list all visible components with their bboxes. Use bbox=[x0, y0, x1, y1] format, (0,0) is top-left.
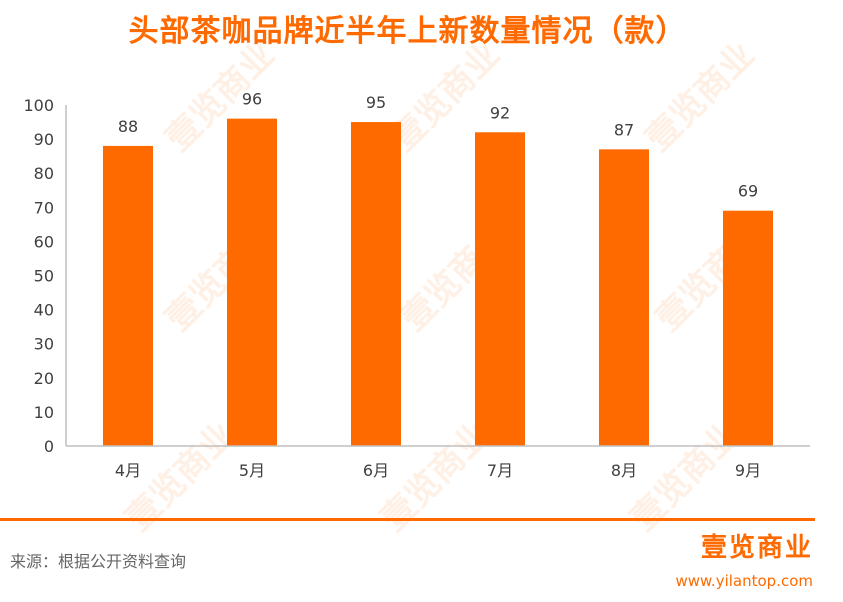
data-labels: 88 96 95 92 87 69 bbox=[118, 90, 758, 201]
y-tick-label: 0 bbox=[44, 437, 54, 456]
bar bbox=[351, 122, 401, 447]
bar bbox=[227, 118, 277, 446]
x-tick-label: 6月 bbox=[363, 461, 389, 480]
y-tick-label: 70 bbox=[34, 198, 54, 217]
bar bbox=[475, 132, 525, 446]
footer-divider bbox=[0, 518, 815, 521]
y-tick-label: 60 bbox=[34, 232, 54, 251]
x-tick-label: 8月 bbox=[611, 461, 637, 480]
data-label: 87 bbox=[614, 120, 634, 139]
data-label: 69 bbox=[738, 182, 758, 201]
source-note: 来源：根据公开资料查询 bbox=[10, 552, 187, 571]
bar bbox=[723, 210, 773, 446]
y-tick-label: 30 bbox=[34, 335, 54, 354]
x-tick-label: 4月 bbox=[115, 461, 141, 480]
y-tick-label: 20 bbox=[34, 369, 54, 388]
brand-logo: 壹览商业 www.yilantop.com bbox=[676, 533, 814, 591]
data-label: 96 bbox=[242, 90, 262, 109]
x-axis-ticks: 4月 5月 6月 7月 8月 9月 bbox=[115, 461, 761, 480]
brand-url: www.yilantop.com bbox=[675, 572, 814, 590]
bar bbox=[103, 145, 153, 447]
y-tick-label: 100 bbox=[23, 96, 54, 115]
bars bbox=[103, 118, 773, 447]
y-tick-label: 40 bbox=[34, 301, 54, 320]
chart-title: 头部茶咖品牌近半年上新数量情况（款） bbox=[128, 14, 687, 49]
x-tick-label: 7月 bbox=[487, 461, 513, 480]
y-tick-label: 90 bbox=[34, 130, 54, 149]
brand-name: 壹览商业 bbox=[700, 533, 813, 563]
y-tick-label: 50 bbox=[34, 267, 54, 286]
bar-chart: 0 10 20 30 40 50 60 70 80 90 100 88 96 95 92 87 69 4月 5月… bbox=[23, 90, 810, 480]
data-label: 88 bbox=[118, 117, 138, 136]
bar bbox=[599, 149, 649, 446]
y-axis-ticks: 0 10 20 30 40 50 60 70 80 90 100 bbox=[23, 96, 54, 456]
x-tick-label: 9月 bbox=[735, 461, 761, 480]
y-tick-label: 10 bbox=[34, 403, 54, 422]
data-label: 95 bbox=[366, 93, 386, 112]
x-tick-label: 5月 bbox=[239, 461, 265, 480]
data-label: 92 bbox=[490, 103, 510, 122]
y-tick-label: 80 bbox=[34, 164, 54, 183]
